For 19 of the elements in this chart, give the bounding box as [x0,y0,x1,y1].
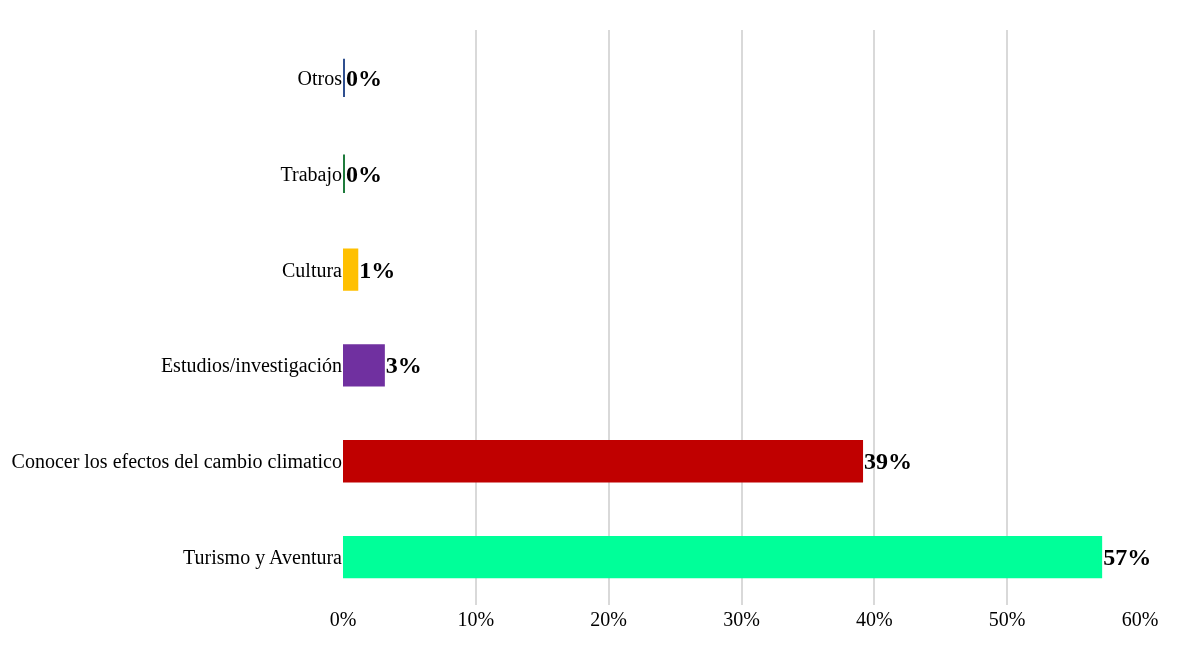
x-tick-label: 10% [457,608,495,630]
y-tick-label: Conocer los efectos del cambio climatico [11,450,342,473]
y-tick-label: Otros [297,66,343,89]
data-label: 39% [864,448,913,475]
data-label: 3% [385,352,422,379]
x-tick-label: 60% [1121,608,1159,630]
y-tick-label: Turismo y Aventura [183,546,343,570]
y-tick-label: Trabajo [280,162,342,186]
data-label: 1% [359,256,396,283]
y-tick-label: Cultura [282,258,343,281]
x-tick-label: 20% [590,608,628,630]
data-label: 0% [346,160,382,187]
y-tick-label: Estudios/investigación [160,354,342,378]
x-tick-label: 40% [855,608,893,630]
data-label: 57% [1103,544,1152,571]
data-label: 0% [346,64,382,91]
x-tick-label: 30% [723,608,760,630]
x-tick-label: 0% [329,608,357,630]
x-tick-label: 50% [988,608,1026,630]
